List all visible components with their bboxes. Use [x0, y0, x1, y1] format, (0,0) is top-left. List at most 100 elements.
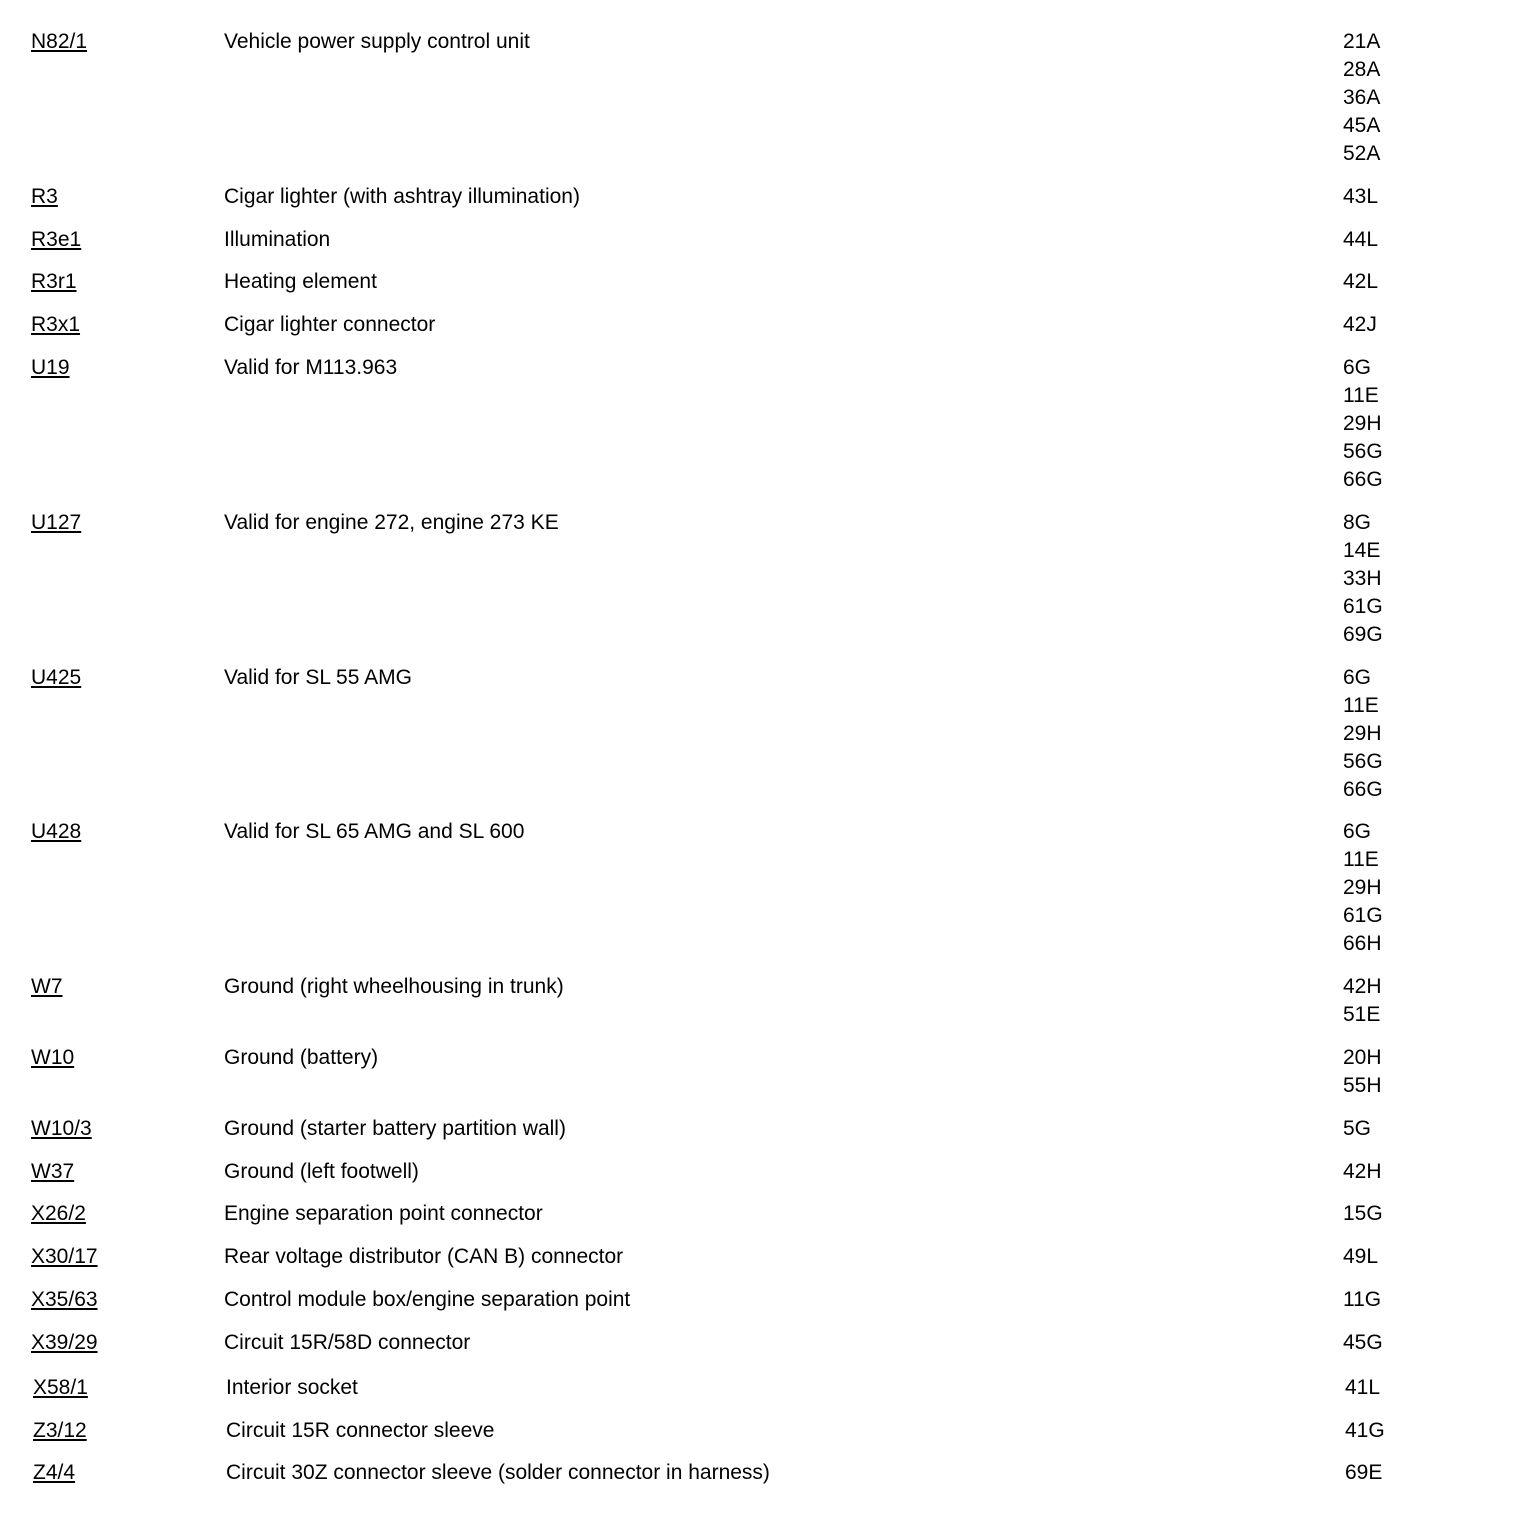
grid-reference: 41G	[1345, 1418, 1385, 1442]
grid-references: 45G	[1343, 1329, 1520, 1357]
component-description: Circuit 15R/58D connector	[224, 1330, 471, 1354]
list-item: X30/17 Rear voltage distributor (CAN B) c…	[0, 1243, 1520, 1271]
grid-reference: 33H	[1343, 566, 1382, 590]
component-description: Circuit 30Z connector sleeve (solder con…	[226, 1461, 770, 1485]
list-item: U19 Valid for M113.963 6G 11E 29H 56G 66G	[0, 354, 1520, 494]
component-code-link[interactable]: X26/2	[31, 1202, 86, 1226]
grid-references: 15G	[1343, 1200, 1520, 1228]
grid-reference: 69E	[1345, 1461, 1383, 1485]
grid-reference: 55H	[1343, 1073, 1382, 1097]
grid-references: 42L	[1343, 268, 1520, 296]
component-code-link[interactable]: X39/29	[31, 1330, 98, 1354]
component-code-link[interactable]: X30/17	[31, 1245, 98, 1269]
component-code-link[interactable]: X35/63	[31, 1287, 98, 1311]
component-code-link[interactable]: U19	[31, 355, 70, 379]
component-list: N82/1 Vehicle power supply control unit 21…	[0, 28, 1520, 1502]
grid-references: 8G 14E 33H 61G 69G	[1343, 509, 1520, 649]
component-description: Heating element	[224, 270, 377, 294]
grid-reference: 21A	[1343, 30, 1381, 53]
grid-reference: 29H	[1343, 721, 1382, 745]
grid-reference: 43L	[1343, 184, 1379, 208]
grid-reference: 29H	[1343, 411, 1382, 435]
grid-references: 6G 11E 29H 56G 66G	[1343, 354, 1520, 494]
grid-references: 42J	[1343, 311, 1520, 339]
grid-reference: 45G	[1343, 1330, 1383, 1354]
grid-reference: 5G	[1343, 1116, 1372, 1140]
component-description: Circuit 15R connector sleeve	[226, 1418, 495, 1442]
component-description: Control module box/engine separation poi…	[224, 1287, 631, 1311]
component-code-link[interactable]: W37	[31, 1159, 75, 1183]
component-description: Valid for engine 272, engine 273 KE	[224, 510, 559, 534]
grid-references: 43L	[1343, 183, 1520, 211]
list-item: R3x1 Cigar lighter connector 42J	[0, 311, 1520, 339]
component-code-link[interactable]: Z3/12	[33, 1418, 87, 1442]
grid-reference: 42J	[1343, 313, 1377, 337]
grid-reference: 56G	[1343, 749, 1383, 773]
grid-reference: 42H	[1343, 975, 1382, 999]
grid-reference: 49L	[1343, 1245, 1379, 1269]
grid-references: 44L	[1343, 226, 1520, 254]
component-code-link[interactable]: N82/1	[31, 30, 88, 53]
grid-references: 6G 11E 29H 61G 66H	[1343, 818, 1520, 958]
list-item: N82/1 Vehicle power supply control unit 21…	[0, 28, 1520, 168]
component-description: Engine separation point connector	[224, 1202, 543, 1226]
grid-reference: 11E	[1343, 383, 1379, 407]
grid-references: 41G	[1345, 1417, 1520, 1445]
component-description: Ground (starter battery partition wall)	[224, 1116, 566, 1140]
grid-reference: 6G	[1343, 665, 1372, 689]
grid-reference: 66G	[1343, 467, 1383, 491]
component-description: Vehicle power supply control unit	[224, 30, 530, 53]
grid-reference: 52A	[1343, 142, 1381, 165]
grid-reference: 6G	[1343, 355, 1372, 379]
list-item: X39/29 Circuit 15R/58D connector 45G	[0, 1329, 1520, 1357]
component-code-link[interactable]: W7	[31, 975, 63, 999]
component-code-link[interactable]: U127	[31, 510, 82, 534]
component-description: Ground (battery)	[224, 1045, 379, 1069]
component-code-link[interactable]: X58/1	[33, 1375, 88, 1399]
grid-references: 41L	[1345, 1374, 1520, 1402]
grid-reference: 44L	[1343, 227, 1379, 251]
list-item: U428 Valid for SL 65 AMG and SL 600 6G 11E 2…	[0, 818, 1520, 958]
grid-reference: 42L	[1343, 270, 1379, 294]
grid-reference: 6G	[1343, 820, 1372, 844]
list-item: X35/63 Control module box/engine separati…	[0, 1286, 1520, 1314]
grid-reference: 20H	[1343, 1045, 1382, 1069]
grid-reference: 56G	[1343, 439, 1383, 463]
component-description: Rear voltage distributor (CAN B) connect…	[224, 1245, 624, 1269]
component-code-link[interactable]: Z4/4	[33, 1461, 76, 1485]
grid-reference: 11E	[1343, 693, 1379, 717]
grid-reference: 28A	[1343, 58, 1381, 81]
list-item: W37 Ground (left footwell) 42H	[0, 1158, 1520, 1186]
list-item: W10 Ground (battery) 20H 55H	[0, 1044, 1520, 1100]
component-code-link[interactable]: R3e1	[31, 227, 82, 251]
grid-reference: 66G	[1343, 777, 1383, 801]
list-item: W7 Ground (right wheelhousing in trunk) 42…	[0, 973, 1520, 1029]
grid-references: 69E	[1345, 1459, 1520, 1487]
component-description: Valid for SL 65 AMG and SL 600	[224, 820, 525, 844]
grid-reference: 42H	[1343, 1159, 1382, 1183]
component-code-link[interactable]: W10/3	[31, 1116, 92, 1140]
grid-reference: 36A	[1343, 86, 1381, 109]
grid-reference: 15G	[1343, 1202, 1383, 1226]
grid-reference: 41L	[1345, 1375, 1381, 1399]
list-item: U127 Valid for engine 272, engine 273 KE 8…	[0, 509, 1520, 649]
list-item: Z3/12 Circuit 15R connector sleeve 41G	[2, 1417, 1520, 1445]
grid-reference: 61G	[1343, 594, 1383, 618]
grid-reference: 8G	[1343, 510, 1372, 534]
grid-references: 20H 55H	[1343, 1044, 1520, 1100]
list-item: R3e1 Illumination 44L	[0, 226, 1520, 254]
component-description: Ground (left footwell)	[224, 1159, 419, 1183]
component-code-link[interactable]: W10	[31, 1045, 75, 1069]
grid-reference: 61G	[1343, 904, 1383, 928]
grid-reference: 45A	[1343, 114, 1381, 137]
grid-references: 5G	[1343, 1115, 1520, 1143]
component-code-link[interactable]: R3	[31, 184, 58, 208]
component-code-link[interactable]: R3r1	[31, 270, 77, 294]
list-item: R3r1 Heating element 42L	[0, 268, 1520, 296]
component-code-link[interactable]: U425	[31, 665, 82, 689]
grid-reference: 51E	[1343, 1003, 1381, 1027]
grid-references: 49L	[1343, 1243, 1520, 1271]
list-item: X58/1 Interior socket 41L	[2, 1374, 1520, 1402]
component-code-link[interactable]: R3x1	[31, 313, 81, 337]
component-code-link[interactable]: U428	[31, 820, 82, 844]
